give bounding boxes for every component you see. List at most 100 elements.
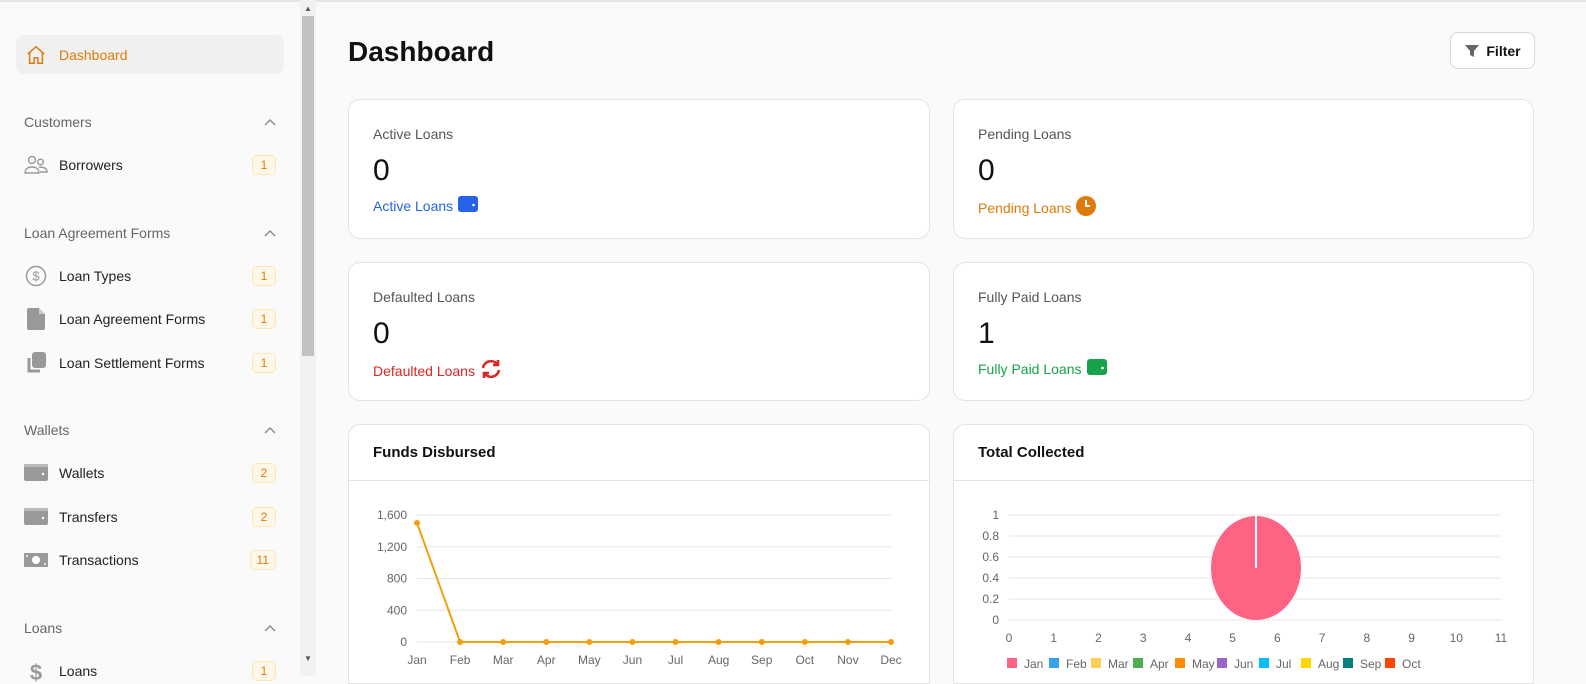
- data-point: [586, 639, 593, 645]
- wallet-icon: [24, 461, 48, 485]
- svg-text:$: $: [32, 268, 40, 283]
- legend-swatch[interactable]: [1259, 658, 1269, 668]
- data-point: [500, 639, 507, 645]
- file-icon: [24, 307, 48, 331]
- y-tick-label: 1,200: [377, 540, 407, 554]
- legend-label[interactable]: Jul: [1276, 657, 1291, 671]
- refresh-icon: [480, 359, 502, 382]
- legend-label[interactable]: Jun: [1234, 657, 1253, 671]
- y-tick-label: 1: [992, 508, 999, 522]
- stat-card: Fully Paid Loans 1 Fully Paid Loans: [953, 262, 1534, 401]
- dollar-circle-icon: $: [24, 264, 48, 288]
- legend-swatch[interactable]: [1217, 658, 1227, 668]
- count-badge: 2: [252, 506, 276, 527]
- legend-swatch[interactable]: [1133, 658, 1143, 668]
- x-tick-label: Mar: [493, 653, 514, 667]
- scroll-down-icon[interactable]: ▼: [304, 654, 312, 663]
- chart-title: Total Collected: [954, 425, 1533, 481]
- count-badge: 1: [252, 352, 276, 373]
- x-tick-label: 1: [1050, 631, 1057, 645]
- legend-swatch[interactable]: [1301, 658, 1311, 668]
- x-tick-label: Feb: [450, 653, 471, 667]
- sidebar-item[interactable]: Wallets 2: [24, 461, 276, 485]
- x-tick-label: 10: [1450, 631, 1464, 645]
- scroll-up-icon[interactable]: ▲: [304, 4, 312, 13]
- sidebar-section-header[interactable]: Loans: [24, 620, 276, 636]
- data-point: [543, 639, 550, 645]
- sidebar-item[interactable]: $ Loans 1: [24, 659, 276, 683]
- legend-label[interactable]: Mar: [1108, 657, 1129, 671]
- sidebar-item[interactable]: Transfers 2: [24, 505, 276, 529]
- total-collected-card: Total Collected 0 0.2 0.4 0.6 0.8 1 0 1 2 3 4 5 6 7 8 9…: [953, 424, 1534, 684]
- x-tick-label: Apr: [537, 653, 556, 667]
- x-tick-label: 9: [1408, 631, 1415, 645]
- chevron-up-icon[interactable]: [264, 118, 276, 126]
- legend-label[interactable]: Jan: [1024, 657, 1043, 671]
- legend-swatch[interactable]: [1175, 658, 1185, 668]
- data-point: [758, 639, 765, 645]
- y-tick-label: 800: [387, 572, 407, 586]
- filter-icon: [1465, 44, 1480, 57]
- sidebar-section-header[interactable]: Customers: [24, 114, 276, 130]
- legend-label[interactable]: Sep: [1360, 657, 1382, 671]
- sidebar-item-dashboard[interactable]: Dashboard: [16, 35, 284, 74]
- chevron-up-icon[interactable]: [264, 426, 276, 434]
- chart-title: Funds Disbursed: [349, 425, 929, 481]
- legend-swatch[interactable]: [1343, 658, 1353, 668]
- legend-label[interactable]: Aug: [1318, 657, 1339, 671]
- y-tick-label: 400: [387, 603, 407, 617]
- users-icon: [24, 153, 48, 177]
- legend-label[interactable]: Oct: [1402, 657, 1421, 671]
- y-tick-label: 0.8: [982, 529, 999, 543]
- legend-label[interactable]: Feb: [1066, 657, 1087, 671]
- chevron-up-icon[interactable]: [264, 229, 276, 237]
- data-point: [672, 639, 679, 645]
- home-icon: [27, 45, 45, 64]
- legend-swatch[interactable]: [1091, 658, 1101, 668]
- x-tick-label: Jun: [623, 653, 642, 667]
- stat-link[interactable]: Active Loans: [373, 196, 479, 215]
- sidebar-section-header[interactable]: Wallets: [24, 422, 276, 438]
- funds-disbursed-chart: 0 400 800 1,200 1,600 Jan Feb Mar Apr May Jun Jul Au…: [377, 508, 902, 667]
- sidebar: Dashboard Customers Borrowers 1 Loan Agreem…: [0, 0, 300, 682]
- x-tick-label: 2: [1095, 631, 1102, 645]
- x-tick-label: Sep: [751, 653, 773, 667]
- legend-label[interactable]: May: [1192, 657, 1215, 671]
- x-tick-label: 4: [1185, 631, 1192, 645]
- series-line: [416, 522, 891, 643]
- legend-swatch[interactable]: [1007, 658, 1017, 668]
- stat-card: Defaulted Loans 0 Defaulted Loans: [348, 262, 930, 401]
- scrollbar-thumb[interactable]: [302, 16, 314, 356]
- chevron-up-icon[interactable]: [264, 624, 276, 632]
- stat-link[interactable]: Defaulted Loans: [373, 359, 502, 382]
- dollar-icon: $: [24, 659, 48, 683]
- x-tick-label: 7: [1319, 631, 1326, 645]
- data-point: [801, 639, 808, 645]
- sidebar-item[interactable]: Loan Agreement Forms 1: [24, 307, 276, 331]
- stat-card: Pending Loans 0 Pending Loans: [953, 99, 1534, 239]
- x-tick-label: May: [578, 653, 601, 667]
- sidebar-item[interactable]: Borrowers 1: [24, 153, 276, 177]
- legend-label[interactable]: Apr: [1150, 657, 1169, 671]
- count-badge: 1: [252, 309, 276, 329]
- sidebar-item[interactable]: Loan Settlement Forms 1: [24, 351, 276, 375]
- filter-button[interactable]: Filter: [1450, 32, 1535, 69]
- stat-link[interactable]: Fully Paid Loans: [978, 359, 1107, 378]
- count-badge: 11: [249, 550, 276, 570]
- x-tick-label: 6: [1274, 631, 1281, 645]
- sidebar-item[interactable]: $ Loan Types 1: [24, 264, 276, 288]
- count-badge: 1: [252, 155, 276, 175]
- legend-swatch[interactable]: [1049, 658, 1059, 668]
- stat-link[interactable]: Pending Loans: [978, 196, 1097, 219]
- legend-swatch[interactable]: [1385, 658, 1395, 668]
- x-tick-label: Nov: [837, 653, 858, 667]
- sidebar-item[interactable]: Transactions 11: [24, 548, 276, 572]
- scrollbar[interactable]: ▲ ▼: [300, 0, 316, 676]
- copy-icon: [24, 351, 48, 375]
- sidebar-section-header[interactable]: Loan Agreement Forms: [24, 225, 276, 241]
- data-point: [888, 639, 894, 645]
- data-point: [715, 639, 722, 645]
- count-badge: 2: [252, 463, 276, 483]
- count-badge: 1: [252, 660, 276, 681]
